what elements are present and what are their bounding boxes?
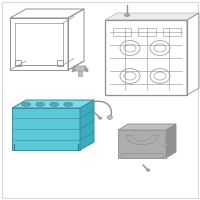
Polygon shape (74, 66, 86, 71)
Polygon shape (85, 67, 88, 72)
Polygon shape (80, 100, 94, 150)
Polygon shape (12, 108, 80, 150)
Polygon shape (118, 124, 176, 130)
FancyBboxPatch shape (2, 2, 198, 198)
Ellipse shape (36, 102, 45, 106)
Polygon shape (118, 130, 166, 158)
Bar (163, 28, 181, 36)
Ellipse shape (64, 102, 73, 106)
Polygon shape (146, 169, 150, 171)
Bar (138, 28, 156, 36)
Polygon shape (12, 100, 94, 108)
Polygon shape (166, 124, 176, 158)
Ellipse shape (50, 102, 59, 106)
Bar (113, 28, 131, 36)
Polygon shape (105, 13, 199, 20)
Bar (78, 71, 82, 76)
Ellipse shape (107, 115, 112, 119)
Polygon shape (98, 117, 102, 119)
Polygon shape (124, 14, 130, 16)
Ellipse shape (22, 102, 31, 106)
Polygon shape (163, 144, 167, 146)
Polygon shape (72, 67, 75, 72)
